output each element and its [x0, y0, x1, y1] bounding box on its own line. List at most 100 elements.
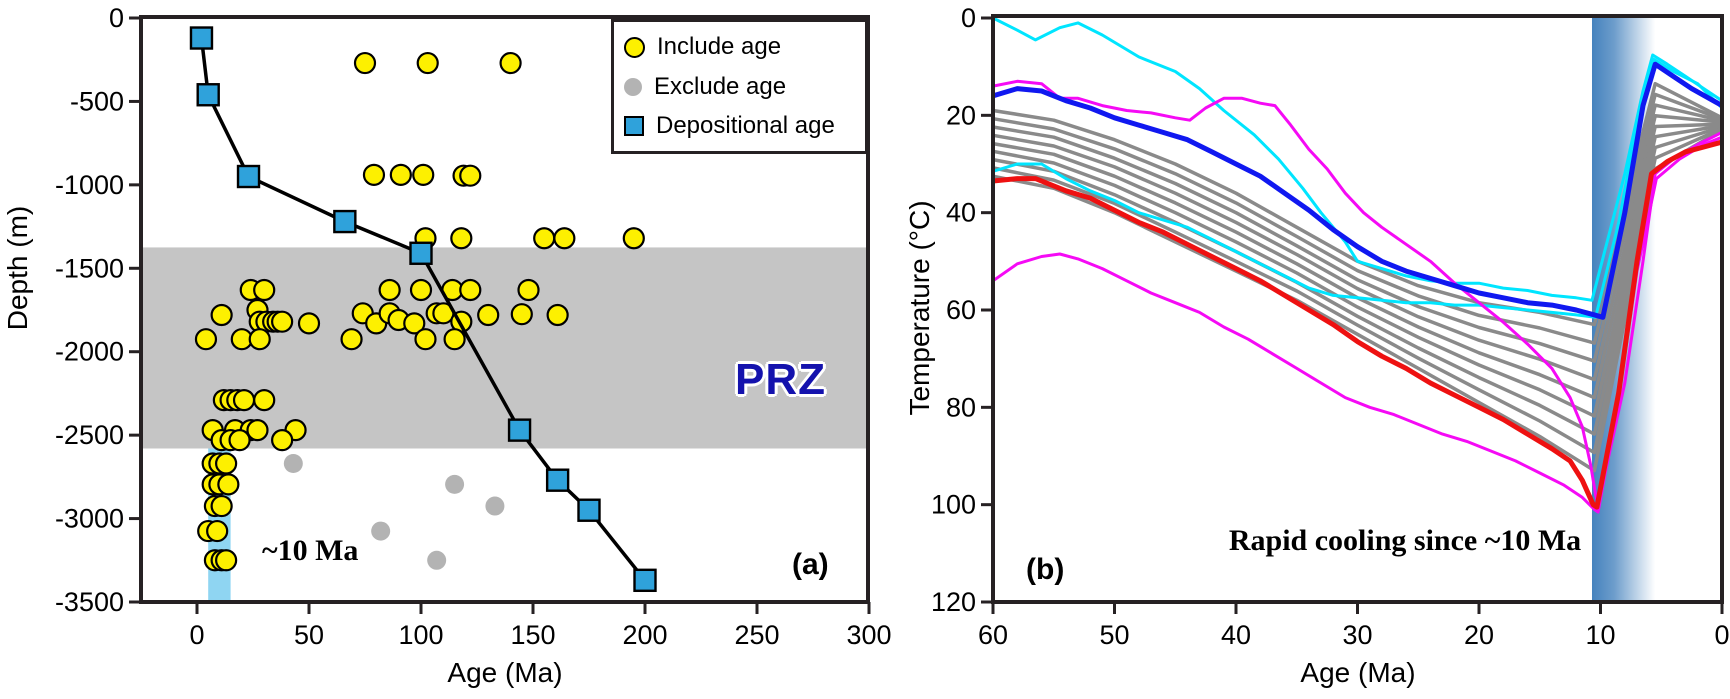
include-age-point	[297, 312, 321, 335]
panel-b-x-axis-title: Age (Ma)	[1300, 657, 1416, 688]
include-age-point	[443, 328, 466, 351]
legend-item-exclude: Exclude age	[624, 73, 865, 101]
panel-b-x-tick-label: 30	[1342, 620, 1372, 650]
include-age-point	[378, 278, 401, 302]
include-age-point	[362, 163, 386, 186]
include-age-point	[412, 163, 435, 186]
panel-a-x-tick-label: 200	[622, 620, 667, 650]
thermal-path-cyan-upper	[992, 16, 1723, 302]
legend-include-label: Include age	[657, 33, 782, 61]
panel-b-x-tick-label: 10	[1585, 620, 1615, 650]
include-age-point	[206, 519, 229, 543]
include-age-point	[416, 51, 439, 75]
panel-b-label: (b)	[1026, 553, 1065, 586]
include-age-point	[217, 473, 240, 496]
thermal-path-red-path	[992, 139, 1723, 510]
panel-a-border	[139, 15, 870, 604]
prz-band	[143, 247, 866, 449]
include-age-point	[517, 278, 540, 302]
exclude-age-point	[485, 496, 505, 516]
thermal-path-gray-3	[992, 103, 1723, 363]
panel-a-y-tick-label: -1500	[55, 253, 124, 283]
depositional-age-point	[196, 83, 220, 107]
panel-b-x-tick-label: 0	[1714, 620, 1729, 650]
panel-b-y-axis-title: Temperature (°C)	[904, 200, 935, 416]
panel-b-y-tick-label: 60	[946, 295, 976, 325]
panel-a-x-tick-label: 150	[510, 620, 555, 650]
legend-item-depositional: Depositional age	[624, 112, 865, 140]
include-age-point	[553, 227, 576, 250]
panel-b-y-tick-label: 20	[946, 100, 976, 130]
panel-a-plot	[129, 15, 871, 614]
rapid-cooling-annotation: Rapid cooling since ~10 Ma	[1228, 524, 1582, 557]
thermal-path-gray-6	[992, 123, 1723, 418]
exclude-age-marker-icon	[624, 77, 642, 96]
thermal-path-gray-2	[992, 92, 1723, 345]
panel-a-y-tick-label: -2000	[55, 337, 124, 367]
include-age-point	[409, 278, 433, 302]
depositional-age-point	[633, 568, 657, 593]
panel-b-plot	[981, 14, 1724, 614]
thermal-path-gray-7	[992, 125, 1723, 436]
panel-b-y-tick-label: 120	[931, 587, 976, 617]
panel-a-y-tick-label: -500	[70, 86, 124, 116]
panel-b-x-tick-label: 20	[1464, 620, 1494, 650]
panel-a-x-tick-label: 50	[294, 620, 324, 650]
include-age-point	[459, 278, 482, 302]
include-age-point	[546, 303, 569, 327]
panel-a-y-tick-label: -2500	[55, 420, 124, 450]
exclude-age-point	[445, 474, 465, 494]
panel-a-y-axis-title: Depth (m)	[2, 205, 33, 331]
panel-b-y-tick-label: 40	[946, 198, 976, 228]
panel-b-border	[991, 14, 1724, 604]
panel-b-x-tick-label: 60	[978, 620, 1008, 650]
depositional-age-point	[236, 164, 261, 189]
include-age-point	[353, 51, 377, 75]
include-age-point	[248, 328, 271, 351]
include-age-point	[228, 429, 251, 452]
panel-a-x-tick-label: 300	[846, 620, 891, 650]
include-age-point	[271, 310, 294, 333]
legend-item-include: Include age	[624, 33, 865, 61]
panel-a-x-tick-label: 0	[189, 620, 204, 650]
panel-a-y-tick-label: -1000	[55, 170, 124, 200]
include-age-point	[403, 312, 426, 335]
include-age-point	[271, 429, 294, 452]
legend: Include age Exclude age Depositional age	[611, 19, 868, 154]
legend-depositional-label: Depositional age	[656, 111, 835, 139]
panel-a-y-tick-label: 0	[109, 3, 124, 33]
include-age-point	[459, 164, 482, 187]
include-age-point	[510, 303, 533, 326]
include-age-point	[340, 328, 363, 351]
include-age-point	[210, 494, 233, 518]
include-age-point	[450, 227, 473, 250]
panel-a-y-tick-label: -3500	[55, 587, 124, 617]
include-age-point	[215, 452, 238, 475]
thermal-path-cyan-lower	[992, 57, 1724, 319]
exclude-age-point	[283, 454, 303, 474]
panel-a-x-tick-label: 100	[398, 620, 443, 650]
include-age-point	[253, 389, 276, 412]
thermal-path-blue-path	[992, 61, 1724, 320]
include-age-point	[246, 419, 269, 442]
include-age-point	[232, 389, 256, 412]
panel-b-y-tick-label: 100	[931, 490, 976, 520]
include-age-point	[194, 328, 218, 351]
include-age-point	[210, 303, 233, 327]
depositional-age-point	[507, 418, 532, 442]
panel-a-x-tick-label: 250	[734, 620, 779, 650]
panel-b-y-tick-label: 80	[946, 392, 976, 422]
prz-band-label: PRZ	[735, 355, 826, 404]
ten-ma-annotation: ~10 Ma	[262, 534, 359, 567]
depositional-age-point	[577, 498, 601, 522]
legend-exclude-label: Exclude age	[654, 72, 787, 100]
panel-a-x-axis-title: Age (Ma)	[447, 657, 563, 688]
panel-b-y-tick-label: 0	[961, 3, 976, 33]
panel-a-label: (a)	[792, 548, 829, 581]
include-age-point	[414, 328, 437, 351]
thermal-path-gray-4	[992, 114, 1723, 382]
include-age-point	[389, 163, 412, 186]
include-age-point	[215, 549, 238, 572]
include-age-point	[477, 303, 500, 327]
